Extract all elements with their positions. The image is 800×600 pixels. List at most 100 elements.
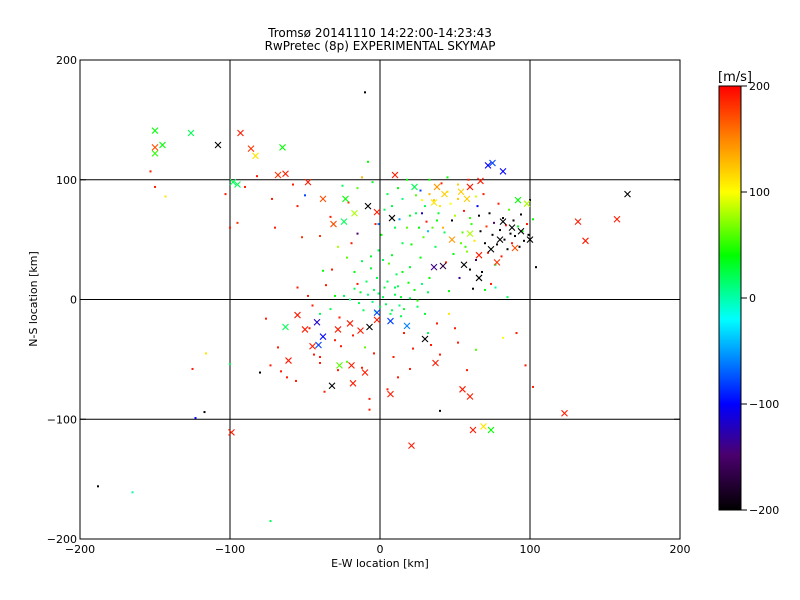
data-point-dot [451,219,453,222]
data-point-dot [419,256,422,259]
data-point-dot [470,223,473,226]
data-point-dot [356,282,359,285]
data-point-dot [439,353,441,356]
data-point-dot [391,309,393,312]
data-point-dot [376,276,378,279]
y-tick-label: 0 [70,294,77,307]
data-point-dot [361,176,363,179]
data-point-dot [466,250,468,253]
data-point-dot [517,225,519,228]
data-point-dot [313,353,315,356]
data-point-dot [400,296,402,299]
data-point-x [247,145,255,153]
data-point-dot [364,91,366,94]
data-point-dot [331,268,333,271]
data-point-dot [493,221,495,224]
data-point-dot [368,397,371,400]
data-point-dot [361,366,363,369]
data-point-dot [431,226,434,229]
data-point-dot [334,294,336,297]
data-point-dot [203,411,206,414]
data-point-dot [409,266,411,269]
data-point-dot [370,255,372,258]
data-point-dot [323,390,326,393]
data-point-dot [394,286,396,289]
data-point-x [403,322,411,330]
data-point-x [330,220,337,228]
data-point-dot [319,355,321,358]
data-point-dot [464,245,467,248]
data-point-x [234,181,241,188]
data-point-dot [418,226,420,229]
data-point-dot [319,312,321,315]
data-point-dot [382,258,384,261]
y-tick-label: −200 [47,533,77,546]
data-point-x [187,129,195,137]
data-point-dot [296,205,299,208]
data-point-dot [454,214,456,217]
data-point-dot [394,293,396,296]
data-point-dot [269,520,272,523]
data-point-x [342,195,349,203]
data-point-dot [472,287,474,290]
data-point-x [151,144,159,151]
data-point-dot [322,269,324,272]
data-point-dot [397,187,399,190]
data-point-x [309,342,316,350]
data-point-dot [440,182,443,185]
data-point-dot [292,183,294,186]
data-point-dot [371,300,374,303]
data-point-dot [374,223,377,226]
data-point-x [466,183,474,191]
data-point-dot [256,175,258,178]
data-point-dot [367,293,369,296]
data-point-x [361,369,369,376]
data-point-dot [421,199,423,202]
data-point-dot [388,262,390,265]
data-point-dot [409,214,411,217]
data-point-dot [457,197,459,200]
data-point-dot [346,256,348,259]
data-point-dot [428,193,431,196]
data-point-dot [403,308,405,311]
data-point-x [523,200,531,208]
data-point-dot [325,284,327,287]
chart-subtitle: RwPretec (8p) EXPERIMENTAL SKYMAP [264,39,496,53]
data-point-dot [229,363,231,366]
data-point-x [457,188,465,196]
data-point-dot [511,242,513,245]
data-point-dot [449,202,452,205]
data-point-dot [191,367,194,370]
data-point-dot [359,291,362,294]
data-point-dot [427,332,429,335]
data-point-x [574,218,582,226]
data-point-dot [515,332,518,335]
data-point-x [624,190,631,198]
data-point-x [336,361,343,369]
chart-title: Tromsø 20141110 14:22:00-14:23:43 [268,26,492,40]
data-point-dot [334,339,336,342]
data-point-x [480,423,487,430]
data-point-x [411,183,418,191]
data-point-dot [476,205,479,208]
data-point-dot [457,341,459,344]
data-point-x [279,144,286,151]
data-point-x [561,409,568,417]
data-point-dot [437,212,440,215]
data-point-dot [436,322,438,325]
data-point-dot [401,270,404,273]
data-point-x [430,263,438,271]
data-point-dot [371,181,374,184]
data-point-x [388,214,396,222]
data-point-x [304,178,312,186]
x-tick-label: 200 [670,543,691,556]
data-point-x [499,218,507,226]
data-point-x [487,426,495,434]
data-point-dot [400,315,402,318]
colorbar-tick-label: −200 [749,504,779,517]
data-point-dot [362,309,365,312]
data-point-x [151,150,159,157]
data-point-x [229,178,237,186]
data-point-x [340,218,348,226]
data-point-dot [413,288,416,291]
